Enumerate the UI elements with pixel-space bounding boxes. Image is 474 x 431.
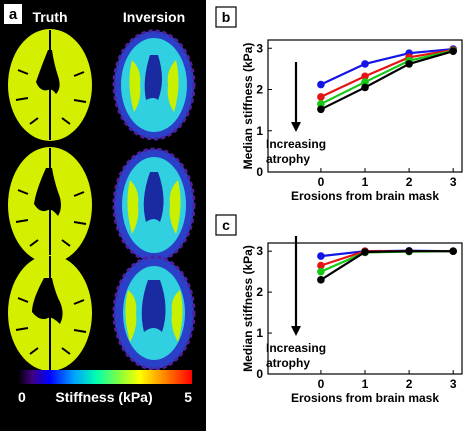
series-line-b-0 xyxy=(320,47,454,86)
data-point-b-0 xyxy=(361,60,369,68)
panel-b-label: b xyxy=(222,9,231,25)
x-tick-label-b: 0 xyxy=(318,175,325,189)
y-tick-label-b: 3 xyxy=(256,41,263,55)
inversion-map-3 xyxy=(112,255,196,371)
column-title-inversion: Inversion xyxy=(123,9,185,25)
chart-c: c Increasing atrophy 0 1 2 3 0 1 2 3 Erosions fr… xyxy=(215,214,463,405)
panel-a-label: a xyxy=(9,6,18,23)
panel-b-label-box xyxy=(215,6,237,28)
x-tick-label-c: 1 xyxy=(362,377,369,391)
inversion-map-1 xyxy=(112,29,196,141)
y-tick-label-b: 1 xyxy=(256,124,263,138)
atrophy-arrow-head-b xyxy=(291,122,301,132)
x-tick-label-b: 3 xyxy=(450,175,457,189)
annotation-b-line1: Increasing xyxy=(266,137,326,151)
truth-brain-2 xyxy=(8,147,92,263)
series-line-b-3 xyxy=(320,50,454,111)
x-axis-label-c: Erosions from brain mask xyxy=(291,391,439,405)
annotation-c-line2: atrophy xyxy=(266,356,310,370)
colorbar xyxy=(18,370,192,384)
chart-b: b Increasing atrophy 0 1 2 3 0 1 2 3 Erosions fr… xyxy=(215,6,463,203)
panel-c-label-box xyxy=(215,214,237,236)
truth-brain-1 xyxy=(8,29,92,141)
x-tick-label-c: 3 xyxy=(450,377,457,391)
y-axis-label-c: Median stiffness (kPa) xyxy=(241,245,255,372)
panel-c-label: c xyxy=(222,217,230,233)
y-tick-label-c: 3 xyxy=(256,244,263,258)
y-tick-label-b: 0 xyxy=(256,165,263,179)
truth-brain-3 xyxy=(8,255,92,371)
y-tick-label-c: 2 xyxy=(256,285,263,299)
x-tick-label-b: 2 xyxy=(406,175,413,189)
x-tick-label-b: 1 xyxy=(362,175,369,189)
data-point-b-3 xyxy=(317,105,325,114)
series-line-c-3 xyxy=(320,250,454,281)
x-axis-label-b: Erosions from brain mask xyxy=(291,189,439,203)
annotation-c-line1: Increasing xyxy=(266,341,326,355)
data-point-c-3 xyxy=(405,247,413,255)
x-tick-label-c: 0 xyxy=(318,377,325,391)
column-title-truth: Truth xyxy=(33,9,68,25)
data-point-b-2 xyxy=(361,78,369,86)
data-point-b-3 xyxy=(449,47,457,55)
data-point-b-2 xyxy=(317,100,325,108)
data-point-c-2 xyxy=(317,267,325,276)
panel-a-label-box xyxy=(4,4,22,24)
data-point-c-1 xyxy=(317,261,325,270)
data-point-c-3 xyxy=(317,276,325,284)
x-tick-label-c: 2 xyxy=(406,377,413,391)
y-axis-label-b: Median stiffness (kPa) xyxy=(241,43,255,170)
inversion-map-2 xyxy=(112,147,196,263)
data-point-b-3 xyxy=(405,60,413,68)
series-line-b-1 xyxy=(320,48,454,98)
data-point-c-0 xyxy=(317,252,325,260)
y-tick-label-b: 2 xyxy=(256,83,263,97)
data-point-c-3 xyxy=(449,247,457,255)
data-point-b-1 xyxy=(361,72,369,81)
atrophy-arrow-head-c xyxy=(291,326,301,336)
series-line-b-2 xyxy=(320,49,454,105)
y-tick-label-c: 1 xyxy=(256,326,263,340)
colorbar-min: 0 xyxy=(18,389,26,405)
colorbar-max: 5 xyxy=(184,389,192,405)
data-point-b-3 xyxy=(361,83,369,92)
data-point-b-1 xyxy=(317,93,325,101)
data-point-b-0 xyxy=(317,80,325,89)
colorbar-title: Stiffness (kPa) xyxy=(55,389,152,405)
annotation-b-line2: atrophy xyxy=(266,152,310,166)
y-tick-label-c: 0 xyxy=(256,367,263,381)
data-point-c-3 xyxy=(361,248,369,256)
